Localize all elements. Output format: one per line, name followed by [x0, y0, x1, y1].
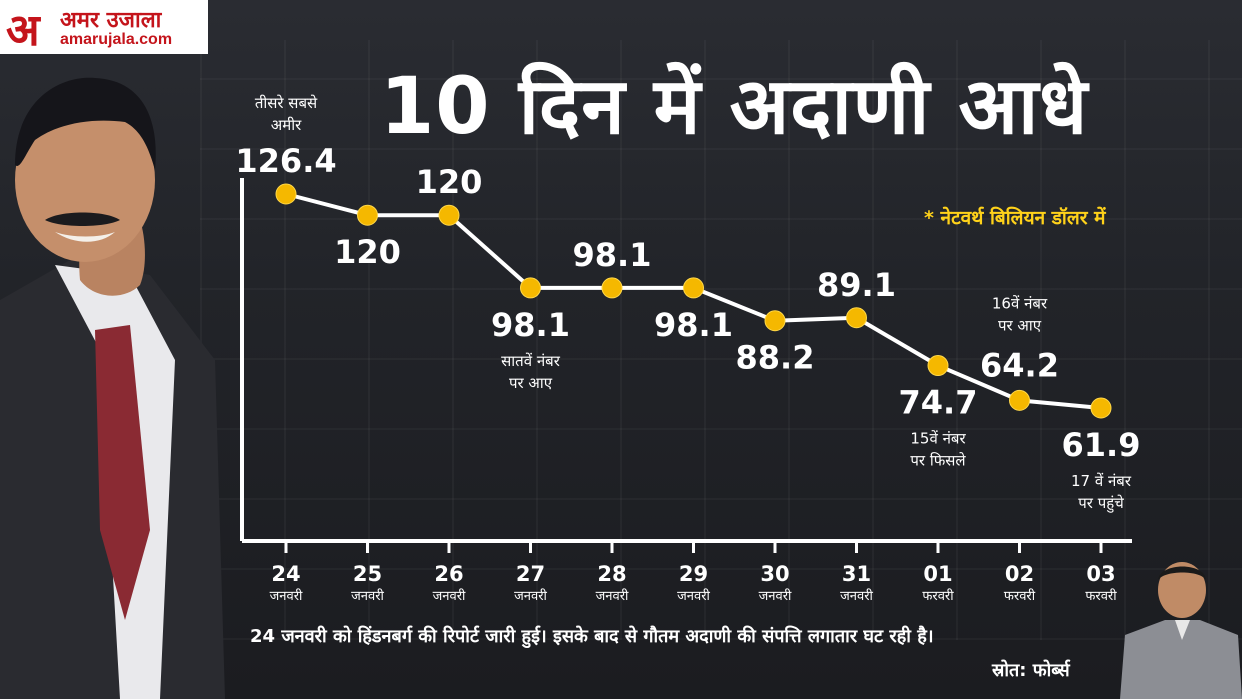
- x-tick-label: 24: [271, 562, 300, 586]
- logo-letter: अ: [6, 5, 40, 56]
- data-point: [438, 204, 460, 226]
- data-point: [357, 204, 378, 226]
- x-tick-label: 31: [842, 562, 871, 586]
- data-label: 98.1: [654, 306, 733, 344]
- x-tick-sublabel: जनवरी: [759, 588, 792, 604]
- annotation-text: पर पहुंचे: [1078, 494, 1124, 513]
- data-point: [601, 277, 623, 299]
- x-tick-label: 25: [353, 562, 382, 586]
- data-label: 88.2: [736, 339, 815, 377]
- data-label: 126.4: [235, 142, 336, 180]
- x-tick-sublabel: जनवरी: [677, 588, 710, 604]
- x-tick-sublabel: जनवरी: [270, 588, 303, 604]
- data-label: 120: [334, 233, 401, 271]
- x-tick-sublabel: जनवरी: [596, 588, 629, 604]
- x-tick-label: 30: [760, 562, 789, 586]
- x-tick-label: 29: [679, 562, 708, 586]
- data-point: [764, 310, 786, 332]
- x-tick-label: 03: [1086, 562, 1115, 586]
- x-tick-sublabel: जनवरी: [514, 588, 547, 604]
- data-label: 98.1: [573, 236, 652, 274]
- data-point: [683, 277, 704, 299]
- data-label: 89.1: [817, 266, 896, 304]
- page-title: 10 दिन में अदाणी आधे: [380, 62, 1089, 152]
- data-point: [1090, 397, 1112, 419]
- person-photo: [0, 77, 225, 699]
- data-point: [275, 183, 297, 205]
- footer-caption: 24 जनवरी को हिंडनबर्ग की रिपोर्ट जारी हु…: [250, 626, 934, 647]
- chart-axes: 24 जनवरी 25 जनवरी 26 जनवरी 27 जनवरी 28 जनवरी 29 जनव…: [240, 178, 1132, 604]
- brand-logo: अ अमर उजाला amarujala.com: [0, 0, 208, 56]
- annotation-text: 16वें नंबर: [992, 294, 1048, 312]
- x-tick-label: 26: [434, 562, 463, 586]
- x-tick-label: 27: [516, 562, 545, 586]
- annotation-text: 15वें नंबर: [910, 430, 966, 448]
- x-tick-sublabel: जनवरी: [840, 588, 873, 604]
- x-tick-sublabel: जनवरी: [351, 588, 384, 604]
- chart-labels: 126.4 तीसरे सबसे अमीर 120 120 98.1 सातवें नंबर…: [235, 94, 1140, 513]
- x-tick-sublabel: फरवरी: [1004, 588, 1036, 604]
- annotation-text: अमीर: [271, 116, 302, 134]
- person-thumbnail: [1120, 562, 1242, 699]
- data-label: 74.7: [899, 384, 978, 422]
- data-label: 120: [416, 163, 483, 201]
- x-tick-label: 28: [597, 562, 626, 586]
- x-tick-sublabel: फरवरी: [922, 588, 954, 604]
- data-label: 64.2: [980, 346, 1059, 384]
- source-credit: स्रोत: फोर्ब्स: [992, 660, 1070, 681]
- chart-marks: [275, 183, 1112, 419]
- data-point: [927, 355, 949, 377]
- logo-name: अमर उजाला: [60, 8, 162, 33]
- data-point: [520, 277, 541, 299]
- x-tick-sublabel: फरवरी: [1085, 588, 1117, 604]
- x-tick-label: 02: [1005, 562, 1034, 586]
- data-point: [846, 307, 867, 329]
- annotation-text: पर फिसले: [910, 452, 966, 470]
- annotation-text: पर आए: [998, 316, 1042, 334]
- unit-note: * नेटवर्थ बिलियन डॉलर में: [924, 207, 1106, 229]
- data-label: 61.9: [1062, 426, 1141, 464]
- annotation-text: तीसरे सबसे: [255, 94, 318, 112]
- data-label: 98.1: [491, 306, 570, 344]
- annotation-text: सातवें नंबर: [501, 352, 561, 370]
- data-point: [1009, 389, 1030, 411]
- logo-url: amarujala.com: [60, 31, 173, 48]
- x-tick-sublabel: जनवरी: [433, 588, 466, 604]
- annotation-text: पर आए: [509, 374, 553, 392]
- annotation-text: 17 वें नंबर: [1071, 472, 1132, 490]
- series-line: [285, 192, 1102, 410]
- x-tick-label: 01: [923, 562, 952, 586]
